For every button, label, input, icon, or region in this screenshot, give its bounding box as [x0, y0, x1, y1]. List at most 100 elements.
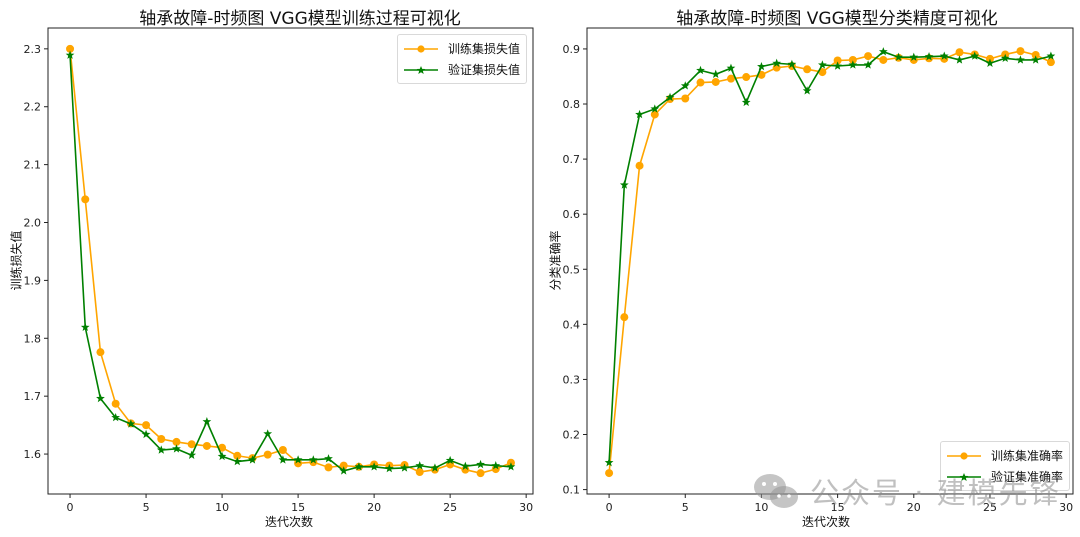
data-point [187, 440, 196, 449]
data-point [278, 446, 287, 455]
data-point [955, 48, 964, 57]
data-point [818, 68, 827, 77]
x-tick-label: 10 [754, 501, 768, 514]
green-star-line-icon [947, 472, 981, 481]
data-point [879, 55, 888, 64]
legend-item-train-acc: 训练集准确率 [947, 445, 1063, 466]
data-point [445, 455, 455, 465]
data-point [400, 463, 409, 472]
data-point [696, 78, 705, 87]
x-tick-label: 30 [519, 501, 533, 514]
data-point [757, 61, 766, 71]
data-point [635, 161, 644, 170]
data-point [491, 461, 501, 470]
y-tick-label: 0.9 [563, 43, 581, 56]
x-tick-label: 15 [831, 501, 845, 514]
data-point [263, 429, 273, 438]
y-tick-label: 1.6 [24, 448, 42, 461]
data-point [894, 52, 903, 61]
data-point [156, 445, 166, 454]
data-point [741, 97, 751, 107]
legend-accuracy: 训练集准确率 验证集准确率 [940, 441, 1071, 491]
data-point [278, 455, 288, 464]
data-point [339, 461, 348, 470]
data-point [80, 322, 90, 331]
data-point [742, 73, 751, 82]
y-tick-label: 0.1 [563, 484, 581, 497]
y-tick-label: 2.2 [24, 101, 42, 114]
data-point [308, 455, 318, 464]
data-point [476, 469, 485, 478]
accuracy-chart-plot: 0 5 10 15 20 25 30 0.1 0.2 0.3 0.4 0.5 0.6 0.7 0.8 0.9 [563, 27, 1074, 514]
data-point [1031, 55, 1041, 64]
legend-item-val-acc: 验证集准确率 [947, 466, 1063, 487]
data-point [681, 94, 690, 103]
data-point [970, 51, 980, 60]
data-point [848, 55, 857, 64]
data-point [711, 77, 720, 86]
y-tick-label: 0.6 [563, 208, 581, 221]
x-tick-label: 20 [367, 501, 381, 514]
data-point [787, 59, 797, 69]
orange-circle-line-icon [404, 44, 438, 53]
data-point [111, 412, 121, 422]
data-point [324, 454, 333, 463]
data-point [650, 104, 660, 113]
data-point [157, 435, 166, 444]
data-point [96, 393, 105, 403]
data-point [415, 468, 424, 477]
legend-label-train-acc: 训练集准确率 [991, 449, 1064, 463]
data-point [293, 455, 303, 464]
orange-circle-line-icon [947, 451, 981, 460]
data-point [384, 463, 394, 473]
x-tick-label: 25 [443, 501, 457, 514]
data-point [232, 456, 242, 466]
data-point [863, 60, 873, 69]
data-point [696, 65, 705, 75]
y-tick-label: 0.7 [563, 153, 581, 166]
data-point [1031, 50, 1040, 59]
data-point [217, 451, 227, 461]
data-point [802, 86, 812, 95]
y-tick-label: 0.5 [563, 263, 581, 276]
x-tick-label: 30 [1059, 501, 1073, 514]
data-point [680, 81, 690, 90]
data-point [324, 463, 333, 472]
data-point [1016, 47, 1025, 56]
data-point [620, 313, 629, 322]
data-point [726, 74, 735, 83]
legend-label-val-loss: 验证集损失值 [448, 63, 521, 77]
data-point [248, 455, 257, 464]
watermark-text: 公众号 · 建模先锋 [810, 476, 1061, 510]
data-point [604, 458, 614, 467]
data-point [141, 429, 151, 439]
data-point [172, 444, 181, 453]
x-tick-label: 5 [143, 501, 150, 514]
watermark: 公众号 · 建模先锋 [752, 470, 1061, 512]
data-point [339, 466, 349, 475]
data-point [650, 110, 659, 119]
data-point [985, 58, 995, 67]
chart-title-accuracy: 轴承故障-时频图 VGG模型分类精度可视化 [676, 9, 998, 29]
y-tick-label: 2.3 [24, 43, 42, 56]
data-point [81, 195, 90, 204]
data-point [460, 461, 470, 470]
legend-loss: 训练集损失值 验证集损失值 [397, 34, 528, 84]
data-point [1016, 55, 1025, 64]
data-point [833, 56, 842, 65]
wechat-icon [754, 474, 798, 508]
data-point [1000, 53, 1010, 63]
data-point [65, 50, 75, 59]
x-tick-label: 20 [907, 501, 921, 514]
data-point [818, 60, 827, 69]
data-point [96, 348, 105, 357]
data-point [924, 52, 934, 61]
data-point [263, 450, 272, 459]
x-tick-label: 15 [291, 501, 305, 514]
data-point [111, 399, 120, 408]
data-point [772, 58, 782, 67]
series-line [608, 50, 1052, 463]
x-tick-label: 0 [67, 501, 74, 514]
data-point [369, 462, 379, 471]
legend-label-val-acc: 验证集准确率 [991, 470, 1064, 484]
